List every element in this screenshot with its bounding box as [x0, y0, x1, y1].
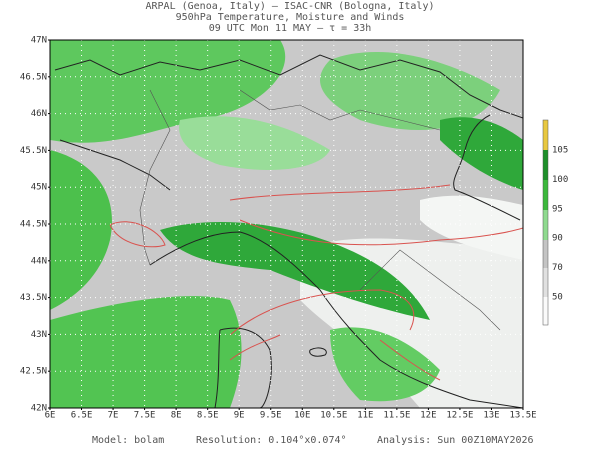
colorbar-swatch — [543, 120, 548, 150]
header-line: 950hPa Temperature, Moisture and Winds — [176, 12, 405, 23]
header-line: 09 UTC Mon 11 MAY – τ = 33h — [209, 23, 372, 34]
lat-label: 42N — [31, 404, 47, 414]
moist-area — [50, 150, 112, 310]
lon-label: 8E — [171, 411, 182, 421]
colorbar-swatch — [543, 150, 548, 180]
colorbar-frame — [542, 119, 549, 326]
footer-item: Resolution: 0.104°x0.074° — [196, 435, 347, 446]
colorbar-label: 100 — [552, 175, 568, 185]
lat-label: 46.5N — [20, 72, 47, 82]
lat-label: 42.5N — [20, 367, 47, 377]
lat-label: 45N — [31, 183, 47, 193]
lon-label: 13.5E — [509, 411, 536, 421]
moist-area — [160, 222, 430, 320]
colorbar — [542, 119, 549, 326]
lon-label: 9E — [234, 411, 245, 421]
lat-label: 43N — [31, 330, 47, 340]
lon-label: 11.5E — [383, 411, 410, 421]
lon-label: 6.5E — [71, 411, 93, 421]
lon-label: 9.5E — [260, 411, 282, 421]
colorbar-label: 95 — [552, 204, 563, 214]
coastlines — [54, 54, 523, 408]
lon-label: 6E — [45, 411, 56, 421]
moist-area — [179, 116, 330, 170]
colorbar-swatch — [543, 297, 548, 325]
colorbar-swatch — [543, 210, 548, 240]
colorbar-label: 90 — [552, 234, 563, 244]
lon-label: 7.5E — [134, 411, 156, 421]
lat-label: 44N — [31, 256, 47, 266]
dry-area — [420, 195, 523, 260]
colorbar-swatch — [543, 180, 548, 210]
lon-label: 10E — [294, 411, 310, 421]
colorbar-swatch — [543, 240, 548, 268]
lon-label: 10.5E — [320, 411, 347, 421]
colorbar-label: 50 — [552, 293, 563, 303]
lat-label: 43.5N — [20, 293, 47, 303]
lon-label: 12.5E — [446, 411, 473, 421]
lon-label: 7E — [108, 411, 119, 421]
lon-label: 13E — [483, 411, 499, 421]
lon-label: 8.5E — [197, 411, 219, 421]
moist-area — [330, 327, 440, 402]
moist-area — [440, 117, 523, 190]
footer-item: Analysis: Sun 00Z10MAY2026 — [377, 435, 534, 446]
header-line: ARPAL (Genoa, Italy) – ISAC-CNR (Bologna… — [146, 1, 435, 12]
lat-label: 46N — [31, 109, 47, 119]
lat-label: 45.5N — [20, 146, 47, 156]
lon-label: 11E — [357, 411, 373, 421]
temperature-contours — [109, 184, 523, 381]
lat-label: 47N — [31, 36, 47, 46]
footer-item: Model: bolam — [92, 435, 164, 446]
lat-label: 44.5N — [20, 220, 47, 230]
map-area — [50, 40, 523, 408]
moist-area — [50, 296, 242, 408]
colorbar-label: 105 — [552, 146, 568, 156]
moist-area — [50, 40, 286, 143]
colorbar-swatch — [543, 268, 548, 297]
lon-label: 12E — [420, 411, 436, 421]
colorbar-label: 70 — [552, 263, 563, 273]
